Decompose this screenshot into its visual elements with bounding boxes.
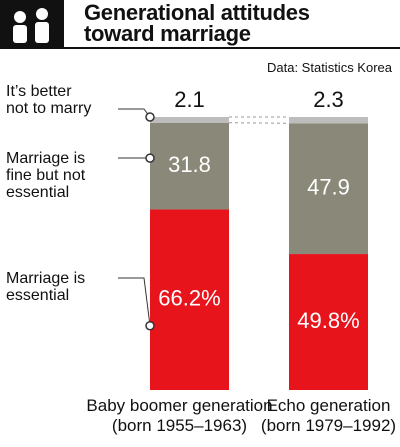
x-tick-label: Echo generation (born 1979–1992) xyxy=(260,396,397,435)
leader-line xyxy=(118,108,151,118)
leader-dot xyxy=(145,112,155,122)
legend-label: Marriage is fine but not essential xyxy=(6,150,86,201)
icon xyxy=(36,8,48,20)
chart-title: Generational attitudes toward marriage xyxy=(84,0,310,46)
leader-dot xyxy=(145,153,155,163)
connector xyxy=(228,122,290,124)
legend-label: Marriage is essential xyxy=(6,270,86,304)
x-tick-label: Baby boomer generation (born 1955–1963) xyxy=(86,396,273,435)
value-label: 2.3 xyxy=(313,87,344,112)
icon-box xyxy=(0,0,64,48)
value-label: 2.1 xyxy=(174,87,205,112)
value-label: 47.9 xyxy=(307,174,350,199)
leader-line xyxy=(118,277,151,326)
legend-label: It’s better not to marry xyxy=(6,83,92,117)
bar-segment xyxy=(150,209,229,390)
bar-segment xyxy=(289,123,368,255)
source: Data: Statistics Korea xyxy=(267,60,392,75)
value-label: 31.8 xyxy=(168,152,211,177)
bar-segment xyxy=(150,122,229,210)
value-label: 66.2% xyxy=(158,286,220,311)
bar-segment xyxy=(150,117,229,123)
bar-segment xyxy=(289,117,368,124)
leader-dot xyxy=(145,320,155,331)
icon xyxy=(14,11,26,23)
value-label: 49.8% xyxy=(297,308,359,333)
icon xyxy=(13,25,27,43)
bar-segment xyxy=(289,254,368,390)
icon xyxy=(35,22,49,43)
